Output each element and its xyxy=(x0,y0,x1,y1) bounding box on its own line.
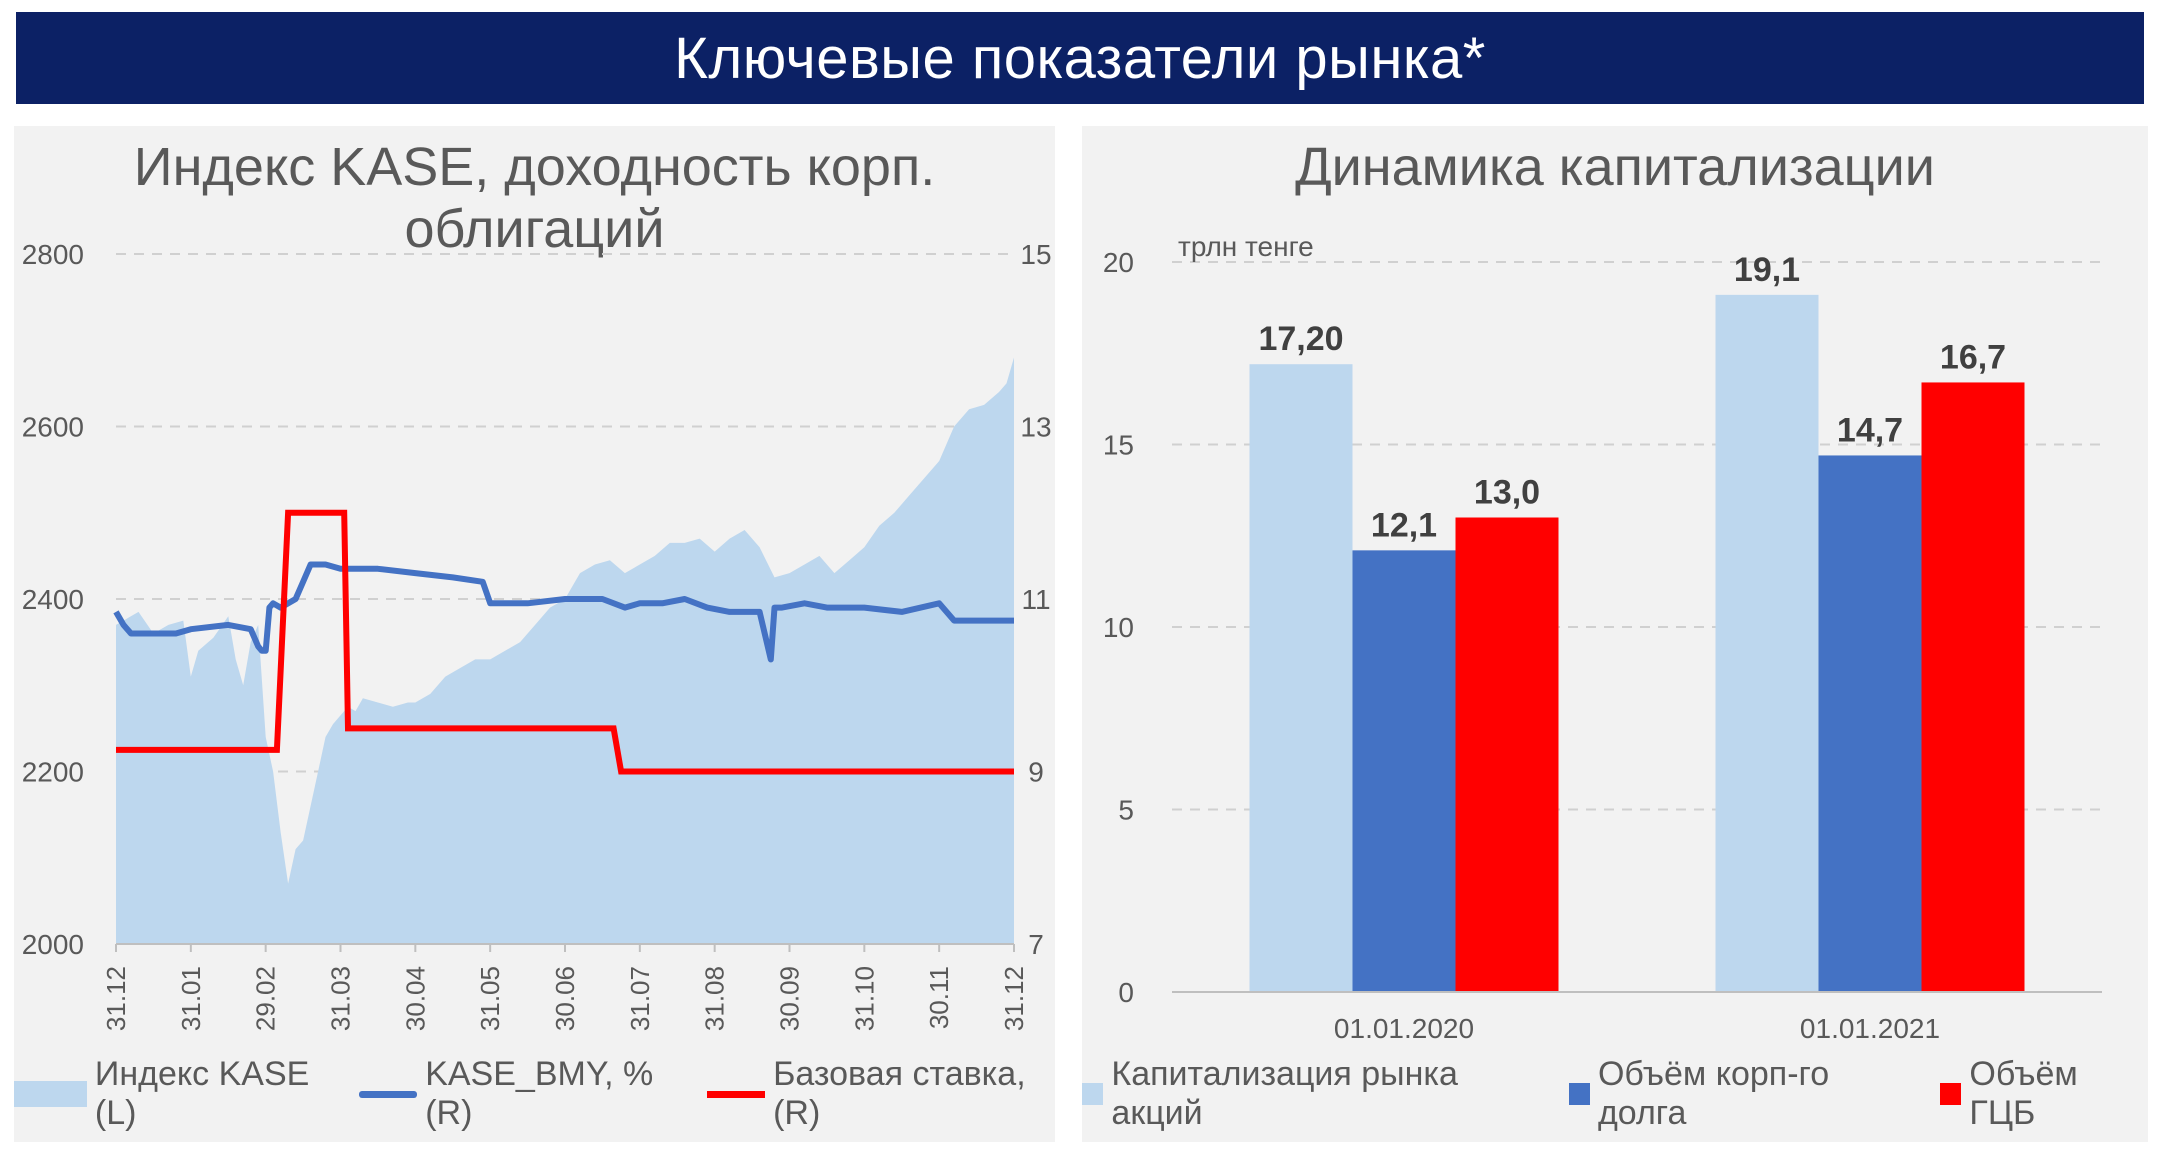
x-tick-label: 31.12 xyxy=(101,966,131,1031)
capitalization-chart-svg: 0 5 10 15 20 трлн тенге 17,20 12,1 13,0 01.01.202… xyxy=(1103,231,2102,1044)
y-right-tick-label: 7 xyxy=(1028,929,1044,960)
y-right-tick-label: 15 xyxy=(1020,239,1051,270)
y-right-tick-label: 11 xyxy=(1021,584,1050,615)
bar-value-label: 12,1 xyxy=(1371,506,1437,544)
x-tick-label: 30.09 xyxy=(775,966,805,1031)
legend-swatch-kase-index xyxy=(14,1081,87,1107)
x-tick-label: 31.01 xyxy=(176,966,206,1031)
x-tick-label: 29.02 xyxy=(251,966,281,1031)
bar-value-label: 16,7 xyxy=(1940,338,2006,376)
bar-value-label: 17,20 xyxy=(1258,320,1343,358)
bar xyxy=(1715,294,1819,993)
y-right-tick-label: 13 xyxy=(1020,412,1051,443)
bar xyxy=(1455,517,1559,992)
legend-swatch-base-rate xyxy=(706,1090,766,1098)
kase-bmy-line xyxy=(113,561,1014,663)
header-banner: Ключевые показатели рынка* xyxy=(16,12,2144,104)
legend-label-gov-bonds: Объём ГЦБ xyxy=(1969,1055,2078,1132)
legend-swatch-equity xyxy=(1082,1083,1104,1105)
y-left-tick-label: 2600 xyxy=(22,412,84,443)
bar-value-label: 13,0 xyxy=(1474,474,1540,512)
y-tick-label: 5 xyxy=(1118,795,1134,826)
capitalization-chart-legend: Капитализация рынка акций Объём корп-го … xyxy=(1082,1055,2148,1132)
legend-label-kase-index: Индекс KASE (L) xyxy=(94,1055,310,1132)
x-tick-label: 31.12 xyxy=(999,966,1029,1031)
x-tick-label: 31.07 xyxy=(625,966,655,1031)
x-tick-label: 30.11 xyxy=(924,966,954,1029)
y-tick-label: 10 xyxy=(1103,612,1134,643)
legend-item-kase-bmy: KASE_BMY, % (R) xyxy=(358,1055,685,1133)
bar xyxy=(1818,455,1922,992)
y-tick-label: 15 xyxy=(1103,430,1134,461)
bar xyxy=(1352,550,1456,992)
x-tick-label: 31.10 xyxy=(849,966,879,1031)
y-left-tick-label: 2200 xyxy=(22,757,84,788)
y-left-tick-label: 2800 xyxy=(22,239,84,270)
x-tick-label: 30.06 xyxy=(550,966,580,1031)
y-left-tick-label: 2400 xyxy=(22,584,84,615)
legend-label-kase-bmy: KASE_BMY, % (R) xyxy=(425,1055,654,1132)
x-category-label: 01.01.2021 xyxy=(1800,1013,1940,1044)
legend-swatch-corp-debt xyxy=(1568,1083,1590,1105)
y-right-tick-label: 9 xyxy=(1028,757,1044,788)
bar xyxy=(1249,364,1353,992)
y-unit-label: трлн тенге xyxy=(1178,231,1314,262)
page-title: Ключевые показатели рынка* xyxy=(674,25,1486,91)
kase-chart-legend: Индекс KASE (L) KASE_BMY, % (R) Базовая … xyxy=(14,1055,1055,1132)
bar-value-label: 14,7 xyxy=(1837,411,1903,449)
base-rate-line xyxy=(116,509,1014,775)
x-tick-label: 31.05 xyxy=(475,966,505,1031)
y-tick-label: 20 xyxy=(1103,247,1134,278)
legend-item-kase-index: Индекс KASE (L) xyxy=(14,1055,337,1133)
y-tick-label: 0 xyxy=(1118,977,1134,1008)
legend-item-corp-debt: Объём корп-го долга xyxy=(1568,1055,1918,1133)
y-left-tick-label: 2000 xyxy=(22,929,84,960)
legend-item-gov-bonds: Объём ГЦБ xyxy=(1940,1055,2148,1133)
kase-index-area xyxy=(116,357,1014,944)
kase-index-chart-panel: Индекс KASE, доходность корп. облигаций … xyxy=(14,126,1055,1142)
capitalization-chart-panel: Динамика капитализации 0 5 10 15 20 трлн тенг… xyxy=(1082,126,2148,1142)
legend-label-base-rate: Базовая ставка, (R) xyxy=(773,1055,1026,1132)
x-tick-label: 31.03 xyxy=(326,966,356,1031)
legend-label-corp-debt: Объём корп-го долга xyxy=(1597,1055,1830,1132)
legend-label-equity: Капитализация рынка акций xyxy=(1111,1055,1458,1132)
bar xyxy=(1921,382,2025,992)
legend-item-base-rate: Базовая ставка, (R) xyxy=(706,1055,1055,1133)
x-tick-label: 31.08 xyxy=(700,966,730,1031)
kase-chart-svg: 2800 2600 2400 2200 2000 15 13 11 9 7 31.12 31.01 29… xyxy=(22,239,1052,1031)
legend-swatch-gov-bonds xyxy=(1940,1083,1962,1105)
kase-chart-title: Индекс KASE, доходность корп. облигаций xyxy=(133,137,936,259)
legend-item-equity: Капитализация рынка акций xyxy=(1082,1055,1547,1133)
x-tick-label: 30.04 xyxy=(400,966,430,1031)
x-category-label: 01.01.2020 xyxy=(1334,1013,1474,1044)
bar-value-label: 19,1 xyxy=(1734,251,1800,289)
legend-swatch-kase-bmy xyxy=(358,1090,418,1098)
capitalization-chart-title: Динамика капитализации xyxy=(1295,137,1935,197)
